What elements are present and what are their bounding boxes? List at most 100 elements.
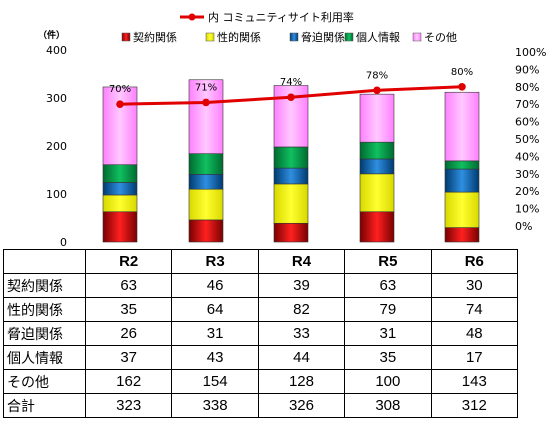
bar-segment [102, 211, 138, 243]
table-cell: 48 [430, 321, 519, 346]
table-cell: 17 [430, 345, 519, 370]
table-row: 契約関係 63 46 39 63 30 [3, 273, 519, 298]
y2-tick-label: 0% [515, 220, 532, 233]
row-label: 契約関係 [3, 273, 86, 298]
table-cell: 31 [344, 321, 432, 346]
bar-segment [273, 222, 309, 243]
bar-segment [102, 86, 138, 166]
y2-tick-label: 10% [515, 203, 539, 216]
table-cell: 43 [171, 345, 259, 370]
legend-swatch [289, 32, 299, 42]
bar-segment [188, 174, 224, 190]
table-cell: 308 [344, 393, 432, 418]
y2-tick-label: 80% [515, 81, 539, 94]
legend-label: その他 [424, 31, 457, 44]
bar-segment [444, 91, 480, 162]
table-cell: 128 [257, 369, 346, 394]
table-header-r6: R6 [430, 249, 519, 274]
table-cell: 35 [84, 297, 173, 322]
bar-segment [444, 227, 480, 243]
table-cell: 33 [257, 321, 346, 346]
table-row: 脅迫関係 26 31 33 31 48 [3, 321, 519, 346]
bar-segment [359, 93, 395, 143]
row-label: 合計 [3, 393, 86, 418]
table-header-r4: R4 [257, 249, 346, 274]
legend-swatch [121, 32, 131, 42]
bar-segment [273, 183, 309, 224]
legend-label: 性的関係 [217, 30, 261, 44]
bar-segment [102, 182, 138, 196]
table-header-r2: R2 [84, 249, 173, 274]
table-cell: 37 [84, 345, 173, 370]
table-header-row: R2 R3 R4 R5 R6 [3, 249, 519, 274]
rate-data-label: 78% [366, 70, 388, 81]
rate-point [287, 93, 295, 102]
y2-tick-label: 70% [515, 98, 539, 111]
data-table: R2 R3 R4 R5 R6 契約関係 63 46 39 63 30 性的関係 … [3, 249, 519, 418]
table-cell: 74 [430, 297, 519, 322]
table-cell: 100 [344, 369, 432, 394]
table-cell: 326 [257, 393, 346, 418]
rate-data-label: 71% [195, 82, 217, 93]
bar-segment [188, 79, 224, 154]
table-cell: 35 [344, 345, 432, 370]
y2-tick-label: 90% [515, 63, 539, 76]
y-tick-label: 300 [46, 92, 67, 105]
table-cell: 79 [344, 297, 432, 322]
table-corner-cell [3, 249, 86, 274]
table-cell: 312 [430, 393, 519, 418]
table-cell: 338 [171, 393, 259, 418]
bar-segment [359, 173, 395, 213]
rate-point [202, 98, 210, 107]
y2-tick-label: 50% [515, 133, 539, 146]
y-tick-label: 400 [46, 44, 67, 57]
table-row: 性的関係 35 64 82 79 74 [3, 297, 519, 322]
table-cell: 46 [171, 273, 259, 298]
legend-line-marker [188, 13, 196, 21]
table-cell: 82 [257, 297, 346, 322]
row-label: 個人情報 [3, 345, 86, 370]
bar-segment [359, 211, 395, 243]
bar-segment [444, 160, 480, 170]
table-row: その他 162 154 128 100 143 [3, 369, 519, 394]
legend-line-entry: 内 コミュニティサイト利用率 [180, 10, 354, 24]
y-tick-label: 100 [46, 188, 67, 201]
legend-swatch [412, 32, 422, 42]
chart-svg: 内 コミュニティサイト利用率 契約関係 性的関係 脅迫関係 個人情報 その他 （件） 0… [38, 10, 546, 249]
table-cell: 30 [430, 273, 519, 298]
bar-segment [273, 146, 309, 169]
table-cell: 63 [84, 273, 173, 298]
table-cell: 323 [84, 393, 173, 418]
bar-segment [359, 158, 395, 175]
bar-segment [273, 167, 309, 185]
legend-label: 契約関係 [133, 30, 177, 44]
rate-point [116, 100, 124, 108]
table-cell: 162 [84, 369, 173, 394]
bars-group [102, 79, 480, 243]
legend-label: 個人情報 [356, 31, 400, 44]
y2-axis-ticks: 0% 10% 20% 30% 40% 50% 60% 70% 80% 90% 100% [515, 46, 546, 233]
table-cell: 26 [84, 321, 173, 346]
rate-point [458, 83, 466, 91]
bar-segment [102, 194, 138, 213]
table-cell: 64 [171, 297, 259, 322]
line-series: 70% 71% 74% 78% 80% [109, 67, 473, 108]
y-tick-label: 200 [46, 140, 67, 153]
table-cell: 39 [257, 273, 346, 298]
legend-line-label: 内 コミュニティサイト利用率 [208, 10, 354, 24]
y-unit-label: （件） [38, 29, 65, 41]
rate-data-label: 70% [109, 84, 131, 95]
legend-swatch [344, 32, 354, 42]
table-header-r5: R5 [344, 249, 432, 274]
rate-point [373, 86, 381, 95]
table-cell: 63 [344, 273, 432, 298]
y2-tick-label: 30% [515, 168, 539, 181]
bar-segment [444, 168, 480, 193]
table-row-total: 合計 323 338 326 308 312 [3, 393, 519, 418]
rate-data-label: 80% [451, 67, 473, 78]
bar-segment [188, 188, 224, 221]
legend-swatch [205, 32, 215, 42]
y-tick-label: 0 [60, 236, 67, 249]
bar-segment [188, 219, 224, 243]
